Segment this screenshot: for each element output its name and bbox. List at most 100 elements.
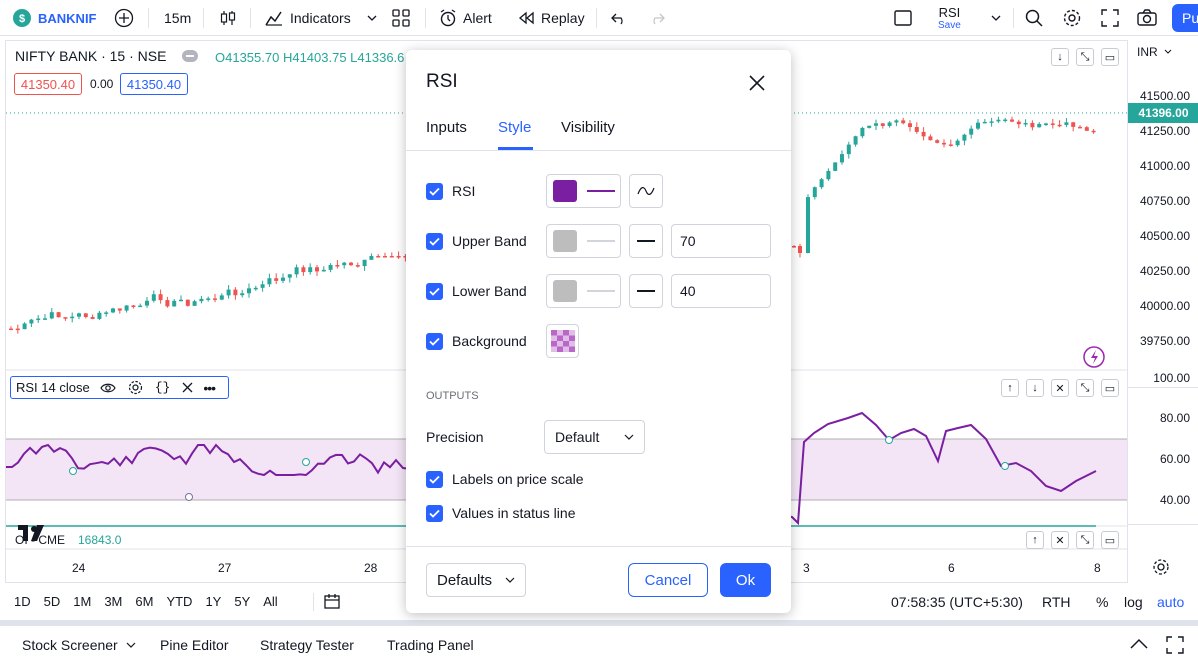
price-scale-label: 40500.00 (1139, 229, 1190, 243)
upper-band-checkbox[interactable] (426, 232, 443, 250)
candle-body (206, 298, 211, 300)
pane-collapse-button[interactable]: ⤡ (1076, 531, 1094, 549)
pane-maximize-button[interactable]: ▭ (1101, 379, 1119, 397)
pane-close-button[interactable]: ✕ (1051, 531, 1069, 549)
indicators-dropdown[interactable] (366, 0, 378, 36)
candle-body (117, 308, 122, 311)
lower-band-row: Lower Band (426, 274, 527, 308)
pane-up-button[interactable]: ↑ (1026, 531, 1044, 549)
source-code-icon[interactable]: {} (154, 380, 171, 395)
legend-collapse-button[interactable] (182, 50, 198, 62)
fullscreen-button[interactable] (1100, 0, 1120, 36)
chart-type-button[interactable] (218, 0, 238, 36)
range-6m[interactable]: 6M (135, 594, 154, 609)
clock-timezone[interactable]: 07:58:35 (UTC+5:30) (891, 594, 1023, 610)
more-icon[interactable]: ••• (203, 379, 216, 396)
lower-band-checkbox[interactable] (426, 282, 443, 300)
buy-button[interactable]: 41350.40 (120, 73, 188, 95)
range-1m[interactable]: 1M (73, 594, 92, 609)
close-icon[interactable] (749, 75, 765, 91)
interval-button[interactable]: 15m (164, 10, 192, 26)
settings-button[interactable] (1062, 0, 1082, 36)
tab-visibility[interactable]: Visibility (561, 119, 615, 136)
pane-close-button[interactable]: ✕ (1051, 379, 1069, 397)
range-3m[interactable]: 3M (104, 594, 123, 609)
maximize-panel-icon[interactable] (1166, 636, 1184, 654)
upper-band-value-input[interactable]: 70 (671, 224, 771, 258)
redo-button[interactable] (648, 0, 666, 36)
fullchart-toggle-button[interactable] (893, 0, 913, 36)
range-5d[interactable]: 5D (43, 594, 61, 609)
percent-scale-button[interactable]: % (1096, 594, 1109, 610)
candle-body (948, 144, 953, 146)
lower-band-value-input[interactable]: 40 (671, 274, 771, 308)
upper-band-linestyle-button[interactable] (629, 224, 663, 258)
sell-button[interactable]: 41350.40 (14, 73, 82, 95)
layouts-button[interactable] (392, 0, 410, 36)
close-icon[interactable] (182, 382, 193, 393)
tab-pine-editor[interactable]: Pine Editor (160, 637, 229, 653)
labels-on-scale-checkbox[interactable] (426, 470, 443, 488)
eye-icon[interactable] (100, 381, 116, 395)
currency-label[interactable]: INR (1137, 45, 1158, 59)
values-status-checkbox[interactable] (426, 504, 443, 522)
range-1y[interactable]: 1Y (205, 594, 222, 609)
rsi-plot-type-button[interactable] (629, 174, 663, 208)
add-symbol-button[interactable] (114, 0, 134, 36)
symbol-legend-title[interactable]: NIFTY BANK · 15 · NSE (15, 48, 167, 64)
layout-dropdown[interactable] (990, 0, 1002, 36)
symbol-search[interactable]: $ BANKNIF (12, 0, 97, 36)
pane-collapse-button[interactable]: ⤡ (1076, 48, 1094, 66)
range-ytd[interactable]: YTD (166, 594, 193, 609)
pane-down-button[interactable]: ↓ (1051, 48, 1069, 66)
background-checkbox[interactable] (426, 332, 443, 350)
search-button[interactable] (1024, 0, 1044, 36)
lower-band-color-picker[interactable] (546, 274, 621, 308)
tab-stock-screener[interactable]: Stock Screener (22, 626, 136, 664)
price-scale[interactable]: INR 41500.00 41250.00 41000.00 40750.00 4050… (1127, 40, 1198, 583)
publish-button[interactable]: Pu (1172, 4, 1198, 32)
snapshot-button[interactable] (1136, 0, 1158, 36)
calendar-range-icon[interactable] (323, 593, 341, 611)
pane-maximize-button[interactable]: ▭ (1101, 48, 1119, 66)
session-button[interactable]: RTH (1042, 594, 1071, 610)
oi-legend-name[interactable]: OI - CME (15, 533, 65, 547)
replay-button[interactable]: Replay (516, 0, 585, 36)
rsi-checkbox[interactable] (426, 182, 443, 200)
candle-body (294, 267, 299, 275)
layout-name-button[interactable]: RSI Save (938, 0, 961, 36)
candle-body (403, 256, 408, 258)
tab-strategy-tester[interactable]: Strategy Tester (260, 637, 354, 653)
range-all[interactable]: All (263, 594, 278, 609)
tab-trading-panel[interactable]: Trading Panel (387, 637, 474, 653)
time-axis-label: 8 (1094, 561, 1101, 575)
price-scale-label: 40250.00 (1139, 264, 1190, 278)
range-5y[interactable]: 5Y (234, 594, 251, 609)
tab-inputs[interactable]: Inputs (426, 119, 467, 136)
auto-scale-button[interactable]: auto (1157, 594, 1185, 610)
gear-icon[interactable] (128, 380, 143, 395)
alert-button[interactable]: Alert (438, 0, 492, 36)
cancel-button[interactable]: Cancel (628, 563, 708, 597)
pane-maximize-button[interactable]: ▭ (1101, 531, 1119, 549)
upper-band-color-picker[interactable] (546, 224, 621, 258)
background-color-picker[interactable] (546, 324, 579, 358)
range-1d[interactable]: 1D (14, 594, 31, 609)
defaults-button[interactable]: Defaults (426, 563, 526, 597)
pane-down-button[interactable]: ↓ (1026, 379, 1044, 397)
pane-up-button[interactable]: ↑ (1001, 379, 1019, 397)
log-scale-button[interactable]: log (1124, 594, 1143, 610)
tab-style[interactable]: Style (498, 119, 532, 136)
undo-button[interactable] (610, 0, 628, 36)
rsi-color-picker[interactable] (546, 174, 621, 208)
pane-collapse-button[interactable]: ⤡ (1076, 379, 1094, 397)
rsi-legend[interactable]: RSI 14 close {} ••• (10, 376, 229, 399)
ok-button[interactable]: Ok (720, 563, 771, 597)
lower-band-linestyle-button[interactable] (629, 274, 663, 308)
lightning-icon[interactable] (1083, 346, 1105, 368)
precision-select[interactable]: Default (544, 420, 645, 454)
chevron-up-icon[interactable] (1129, 637, 1149, 651)
indicators-button[interactable]: Indicators (264, 0, 351, 36)
candle-body (942, 142, 946, 145)
gear-icon[interactable] (1152, 558, 1170, 576)
